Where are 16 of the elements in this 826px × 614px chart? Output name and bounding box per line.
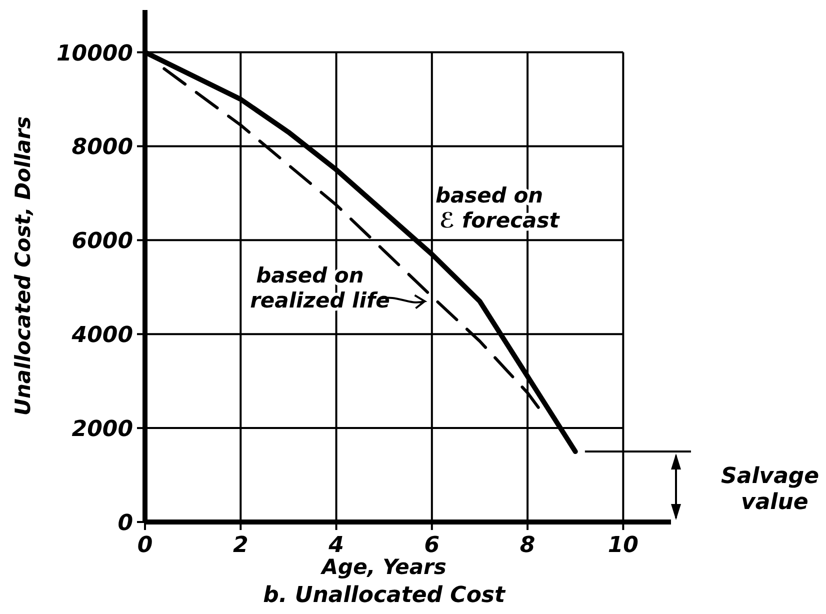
y-tick-label: 0: [118, 511, 133, 536]
x-tick-label: 4: [328, 533, 344, 558]
y-tick-label: 4000: [70, 323, 133, 348]
x-tick-label: 8: [520, 533, 536, 558]
x-tick-label: 6: [424, 533, 440, 558]
x-axis-title: Age, Years: [320, 555, 446, 579]
y-axis-title: Unallocated Cost, Dollars: [11, 116, 35, 416]
y-tick-label: 6000: [72, 229, 133, 254]
x-tick-label: 2: [232, 533, 248, 558]
y-tick-label: 8000: [72, 135, 133, 160]
text: b. Unallocated Cost: [263, 583, 507, 608]
y-tick-label: 10000: [56, 41, 133, 66]
x-tick-label: 10: [608, 533, 638, 558]
x-tick-label: 0: [137, 533, 153, 558]
ref-line-label: Salvage value: [721, 464, 820, 515]
y-tick-label: 2000: [72, 417, 133, 442]
